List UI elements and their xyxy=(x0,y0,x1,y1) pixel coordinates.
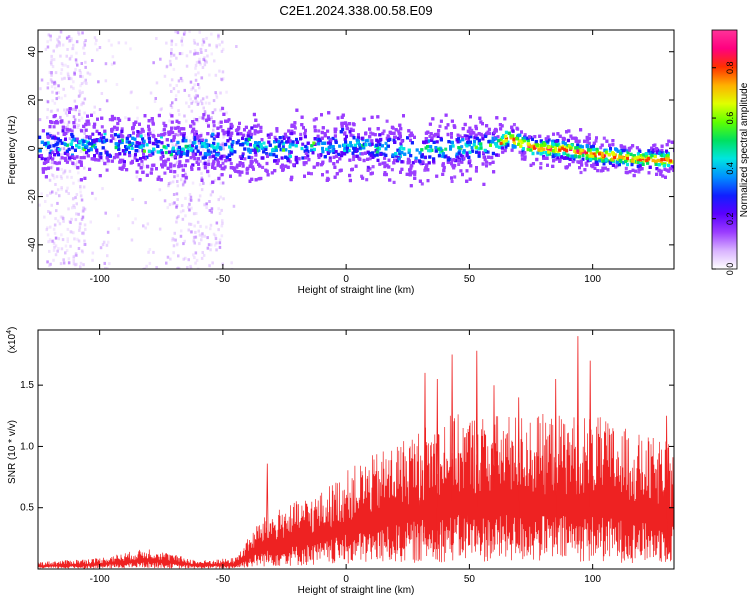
colorbar-tick-label: 0.4 xyxy=(725,162,735,175)
spectrogram-heatmap xyxy=(38,30,677,272)
snr-xtick-label: -100 xyxy=(90,574,110,585)
spectrogram-xtick-label: -100 xyxy=(90,274,110,285)
snr-multiplier-base: (x10 xyxy=(7,333,18,353)
spectrogram-band xyxy=(38,105,677,187)
spectrogram-ytick-label: 40 xyxy=(27,46,38,58)
colorbar-tick-label: 0.2 xyxy=(725,212,735,225)
colorbar: 0.0 0.2 0.4 0.6 0.8 Normalized spectral ampl… xyxy=(712,30,750,275)
snr-xtick-label: -50 xyxy=(216,574,231,585)
snr-xtick-label: 100 xyxy=(584,574,601,585)
snr-multiplier-close: ) xyxy=(7,327,18,330)
spectrogram-xtick-label: -50 xyxy=(216,274,231,285)
snr-ytick-label: 1.5 xyxy=(20,380,34,391)
snr-ylabel: SNR (10 * v/v) xyxy=(7,420,18,484)
snr-xlabel: Height of straight line (km) xyxy=(298,585,415,596)
snr-xtick-label: 50 xyxy=(464,574,476,585)
colorbar-tick-label: 0.0 xyxy=(725,263,735,276)
spectrogram-panel: -100 -50 0 50 100 -40 -20 0 20 40 Height of strai… xyxy=(7,30,677,296)
spectrogram-ylabel: Frequency (Hz) xyxy=(7,116,18,185)
spectrogram-xtick-label: 50 xyxy=(464,274,476,285)
colorbar-label: Normalized spectral amplitude xyxy=(739,82,750,217)
spectrogram-ytick-label: -40 xyxy=(27,237,38,252)
spectrogram-ytick-label: -20 xyxy=(27,189,38,204)
spectrogram-xtick-label: 0 xyxy=(343,274,349,285)
figure-title: C2E1.2024.338.00.58.E09 xyxy=(279,3,432,18)
snr-ytick-label: 0.5 xyxy=(20,503,34,514)
colorbar-tick-label: 0.6 xyxy=(725,112,735,125)
spectrogram-xtick-label: 100 xyxy=(584,274,601,285)
snr-xtick-label: 0 xyxy=(343,574,349,585)
snr-peak xyxy=(266,464,268,545)
spectrogram-ytick-label: 20 xyxy=(27,94,38,106)
snr-multiplier: (x104) xyxy=(6,327,18,354)
spectrogram-ytick-label: 0 xyxy=(27,145,38,151)
spectrogram-xlabel: Height of straight line (km) xyxy=(298,285,415,296)
snr-series xyxy=(38,336,674,568)
colorbar-tick-label: 0.8 xyxy=(725,61,735,74)
snr-ytick-label: 1.0 xyxy=(20,441,34,452)
snr-panel: -100 -50 0 50 100 0.5 1.0 1.5 Height of straigh… xyxy=(6,327,674,596)
